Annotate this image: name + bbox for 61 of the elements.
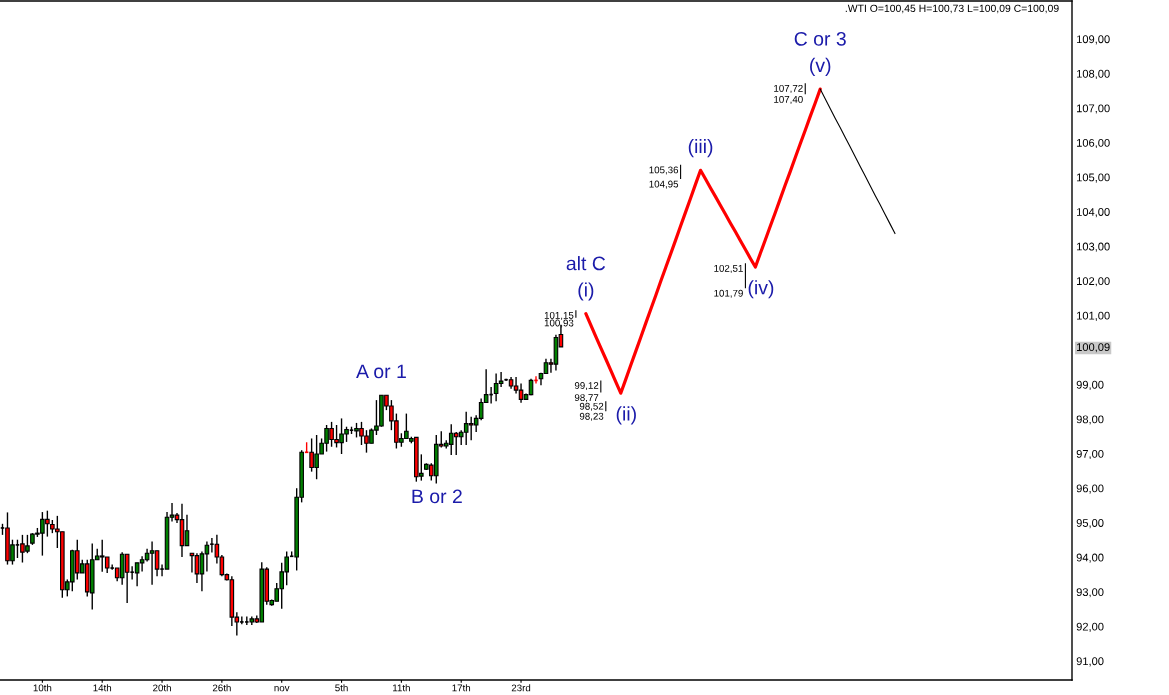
candlestick xyxy=(204,540,210,573)
candlestick xyxy=(154,550,160,578)
annotation: 101,79 xyxy=(714,289,743,298)
annotation: 105,36 xyxy=(649,166,679,175)
annotation: 104,95 xyxy=(649,180,679,189)
line-series xyxy=(819,88,896,235)
y-tick-label: 105,00 xyxy=(1077,173,1110,183)
x-tick-label: 26th xyxy=(212,684,231,692)
x-tick-label: nov xyxy=(274,685,290,692)
annotation: alt C xyxy=(566,256,606,271)
chart-title: .WTI O=100,45 H=100,73 L=100,09 C=100,09 xyxy=(845,4,1059,14)
y-tick-label: 93,00 xyxy=(1076,588,1104,598)
annotation: 98,23 xyxy=(579,412,604,421)
candlestick xyxy=(139,555,145,573)
annotation: (v) xyxy=(810,57,831,76)
annotation: 100,93 xyxy=(544,319,574,328)
annotation: 107,40 xyxy=(774,95,803,104)
y-tick-label: 101,00 xyxy=(1077,311,1110,321)
candlestick xyxy=(194,552,200,584)
x-tick-label: 11th xyxy=(393,684,410,692)
annotation: 98,52 xyxy=(579,402,604,411)
candlestick xyxy=(149,540,155,586)
candlestick xyxy=(493,372,499,402)
annotation: 101,15 xyxy=(544,311,574,320)
x-tick-label: 20th xyxy=(153,684,171,692)
y-tick-label: 103,00 xyxy=(1077,242,1110,252)
annotation: (ii) xyxy=(616,406,636,425)
x-tick-label: 17th xyxy=(452,684,471,692)
x-tick-label: 23rd xyxy=(511,684,531,692)
candlestick xyxy=(124,553,130,604)
annotation: (i) xyxy=(578,282,594,301)
annotation: B or 2 xyxy=(412,489,462,504)
y-tick-label: 91,00 xyxy=(1076,657,1104,667)
y-tick-label: 99,00 xyxy=(1076,380,1104,391)
annotation: (iii) xyxy=(688,139,713,158)
candlestick xyxy=(244,615,250,626)
y-tick-label: 94,00 xyxy=(1076,553,1104,563)
candlestick xyxy=(209,537,215,554)
annotation: (iv) xyxy=(748,280,774,299)
candlestick xyxy=(518,382,524,404)
y-tick-label: 102,00 xyxy=(1077,277,1110,287)
annotation: 107,72 xyxy=(774,84,803,93)
y-tick-label: 108,00 xyxy=(1077,69,1110,80)
annotation: C or 3 xyxy=(794,31,846,46)
y-tick-label: 104,00 xyxy=(1077,208,1110,218)
y-tick-label: 96,00 xyxy=(1076,484,1104,494)
x-tick-label: 14th xyxy=(93,684,112,692)
y-tick-label: 98,00 xyxy=(1076,415,1104,425)
annotation: 99,12 xyxy=(574,382,599,391)
annotation: 102,51 xyxy=(714,264,743,273)
y-tick-label: 100,09 xyxy=(1077,343,1110,353)
y-tick-label: 109,00 xyxy=(1077,35,1110,45)
y-tick-label: 107,00 xyxy=(1077,104,1110,114)
x-tick-label: 5th xyxy=(335,684,348,692)
annotation: A or 1 xyxy=(356,364,406,379)
y-tick-label: 92,00 xyxy=(1076,622,1104,632)
y-tick-label: 106,00 xyxy=(1077,138,1110,149)
x-tick-label: 10th xyxy=(33,684,52,692)
y-tick-label: 97,00 xyxy=(1076,449,1104,460)
y-tick-label: 95,00 xyxy=(1076,519,1104,529)
annotation: 98,77 xyxy=(574,394,599,403)
